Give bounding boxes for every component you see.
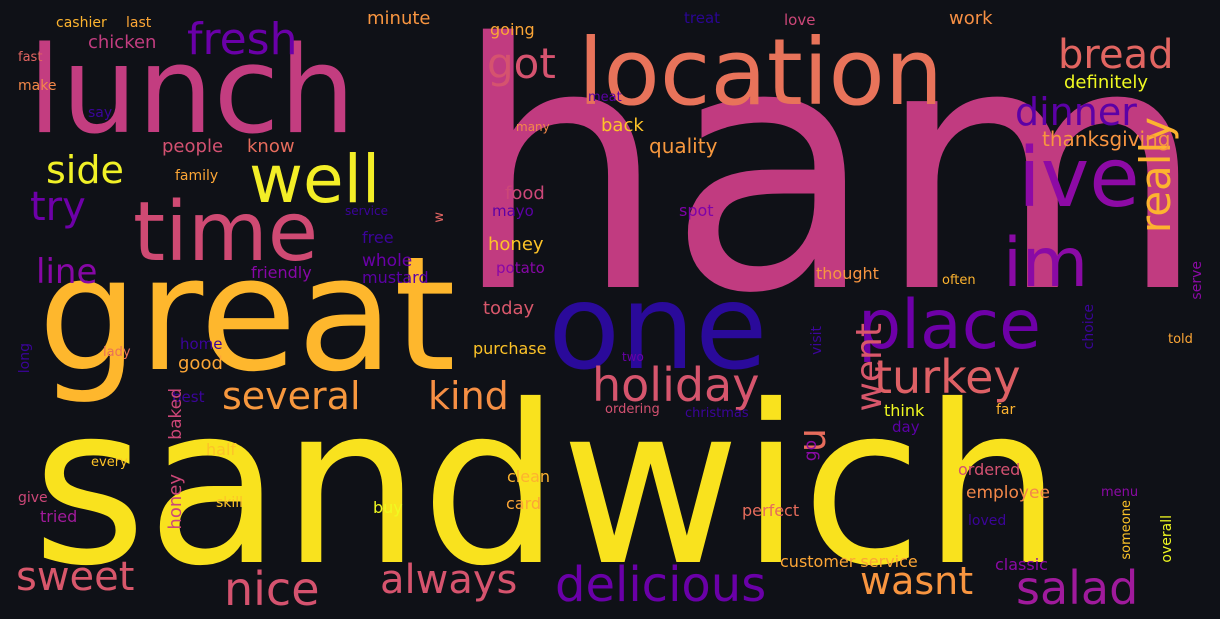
word-think: think xyxy=(884,403,924,419)
word-went: went xyxy=(852,323,888,412)
word-always: always xyxy=(380,560,517,600)
word-thanksgiving: thanksgiving xyxy=(1042,129,1170,149)
word-location: location xyxy=(578,27,943,119)
word-food: food xyxy=(505,185,545,203)
word-go: go xyxy=(803,440,820,461)
word-thought: thought xyxy=(816,266,879,282)
word-often: often xyxy=(942,274,976,287)
word-people: people xyxy=(162,138,223,156)
word-sweet: sweet xyxy=(16,557,134,597)
word-buy: buy xyxy=(373,500,403,516)
word-tried: tried xyxy=(40,509,77,525)
word-love: love xyxy=(784,13,815,28)
word-customer-service: customer service xyxy=(780,554,918,570)
word-card: card xyxy=(506,496,541,512)
word-loved: loved xyxy=(968,514,1006,528)
word-know: know xyxy=(247,138,295,156)
word-say: say xyxy=(88,106,112,120)
word-far: far xyxy=(996,403,1015,417)
word-line: line xyxy=(36,255,97,289)
word-try: try xyxy=(30,187,86,227)
word-honey-82: honey xyxy=(167,474,185,530)
word-minute: minute xyxy=(367,10,430,28)
word-meat: meat xyxy=(588,91,622,104)
word-cashier: cashier xyxy=(56,16,107,30)
word-definitely: definitely xyxy=(1064,74,1148,92)
word-lady: lady xyxy=(103,346,131,359)
word-baked: baked xyxy=(168,388,185,440)
word-potato: potato xyxy=(496,261,545,276)
word-two: two xyxy=(622,351,644,363)
word-mustard: mustard xyxy=(362,270,429,286)
word-mayo: mayo xyxy=(492,204,534,219)
word-going: going xyxy=(490,22,535,38)
word-honey: honey xyxy=(488,236,544,254)
word-half: half xyxy=(206,442,236,458)
word-home: home xyxy=(180,337,223,352)
word-give: give xyxy=(18,491,48,505)
word-skill: skill xyxy=(216,496,243,510)
word-many: many xyxy=(516,121,550,133)
word-delicious: delicious xyxy=(555,561,766,609)
word-nice: nice xyxy=(224,566,320,612)
word-long: long xyxy=(18,343,32,373)
word-employee: employee xyxy=(966,485,1050,502)
word-menu: menu xyxy=(1101,486,1138,499)
word-ordered: ordered xyxy=(958,462,1020,478)
word-purchase: purchase xyxy=(473,341,546,357)
word-christmas: christmas xyxy=(685,407,749,420)
word-visit: visit xyxy=(810,326,824,355)
word-family: family xyxy=(175,169,218,183)
word-someone: someone xyxy=(1120,500,1133,560)
word-choice: choice xyxy=(1082,304,1096,349)
word-good: good xyxy=(178,355,223,373)
word-day: day xyxy=(892,420,920,435)
word-last: last xyxy=(126,16,151,30)
word-perfect: perfect xyxy=(742,503,799,519)
word-several: several xyxy=(222,377,361,415)
word-told: told xyxy=(1168,333,1193,346)
word-treat: treat xyxy=(684,11,720,26)
word-ordering: ordering xyxy=(605,403,660,416)
word-holiday: holiday xyxy=(592,362,759,408)
word-overall: overall xyxy=(1160,515,1174,563)
word-classic: classic xyxy=(995,557,1048,573)
word-bread: bread xyxy=(1058,35,1173,75)
word-free: free xyxy=(362,230,394,246)
word-every: every xyxy=(91,456,128,469)
word-friendly: friendly xyxy=(251,265,312,281)
word-work: work xyxy=(949,10,993,28)
word-kind: kind xyxy=(428,377,509,415)
word-service: service xyxy=(345,205,388,217)
word-back: back xyxy=(601,117,644,135)
word-fresh: fresh xyxy=(187,18,298,62)
word-spot: spot xyxy=(679,203,714,219)
word-clean: clean xyxy=(507,469,550,485)
word-today: today xyxy=(483,300,534,318)
word-dinner: dinner xyxy=(1015,93,1137,131)
word-turkey: turkey xyxy=(874,354,1021,400)
word-got: got xyxy=(487,43,556,85)
word-serve: serve xyxy=(1190,261,1204,300)
word-side: side xyxy=(46,151,124,189)
word-make: make xyxy=(18,79,56,93)
word-fast: fast xyxy=(18,51,42,64)
word-w: w xyxy=(433,212,446,223)
word-chicken: chicken xyxy=(88,34,156,52)
word-quality: quality xyxy=(649,136,717,156)
